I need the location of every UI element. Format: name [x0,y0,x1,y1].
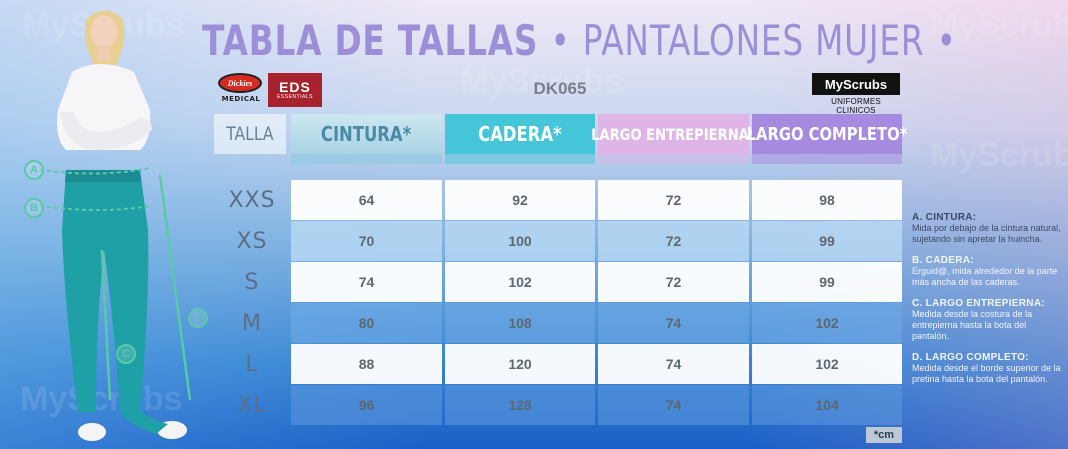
size-label: S [244,269,260,295]
size-label: XS [236,228,268,254]
cell-completo: 102 [752,303,902,343]
unit-label: *cm [866,427,902,443]
size-label: XL [237,392,267,418]
myscrubs-logo: MyScrubs UNIFORMES CLINICOS [812,73,900,115]
header-talla-label: TALLA [226,123,274,145]
watermark: MyScrubs [20,380,183,418]
header-underline [752,154,902,164]
cell-cadera: 108 [445,303,595,343]
title-separator: • [550,15,571,65]
header-entrepierna-label: LARGO ENTREPIERNA* [591,124,756,144]
marker-d: D [188,308,208,328]
cell-cintura: 96 [291,385,442,425]
header-entrepierna: LARGO ENTREPIERNA* [591,114,756,154]
header-cintura: CINTURA* [291,114,442,154]
note-completo: D. LARGO COMPLETO: Medida desde el borde… [912,352,1062,385]
table-row: XXS 64 92 72 98 [214,180,904,220]
dickies-name: Dickies [218,73,262,93]
note-entrepierna: C. LARGO ENTREPIERNA: Medida desde la co… [912,298,1062,342]
model-figure [39,10,192,441]
eds-name: EDS [279,79,311,95]
header-cadera-label: CADERA* [478,122,562,146]
header-talla: TALLA [214,114,286,154]
table-row: L 88 120 74 102 [214,344,904,384]
model-code: DK065 [533,79,587,98]
note-title: C. LARGO ENTREPIERNA: [912,298,1045,309]
marker-a: A [24,160,44,180]
eds-logo: EDS ESSENTIALS [268,73,322,107]
cell-cintura: 88 [291,344,442,384]
note-cintura: A. CINTURA: Mida por debajo de la cintur… [912,212,1062,245]
dickies-logo: Dickies MEDICAL [218,73,264,109]
cell-completo: 98 [752,180,902,220]
note-desc: Mida por debajo de la cintura natural, s… [912,223,1061,244]
dickies-sub: MEDICAL [221,95,261,103]
header-cintura-label: CINTURA* [321,122,412,146]
header-underline [598,154,749,164]
cell-completo: 102 [752,344,902,384]
note-title: B. CADERA: [912,255,974,266]
header-completo-label: LARGO COMPLETO* [746,123,908,145]
cell-cadera: 128 [445,385,595,425]
table-row: XS 70 100 72 99 [214,221,904,261]
title-main: TABLA DE TALLAS [202,15,539,65]
watermark: MyScrubs [460,62,623,100]
page-header: TABLA DE TALLAS • PANTALONES MUJER • [196,10,956,70]
title-end: • [936,15,957,65]
table-row: M 80 108 74 102 [214,303,904,343]
note-cadera: B. CADERA: Erguid@, mida alrededor de la… [912,255,1062,288]
note-title: D. LARGO COMPLETO: [912,352,1029,363]
header-completo: LARGO COMPLETO* [747,114,907,154]
cell-completo: 104 [752,385,902,425]
cell-cintura: 70 [291,221,442,261]
cell-cintura: 80 [291,303,442,343]
note-desc: Medida desde el borde superior de la pre… [912,363,1061,384]
note-title: A. CINTURA: [912,212,977,223]
header-underline [291,154,442,164]
cell-cadera: 92 [445,180,595,220]
cell-entrepierna: 72 [598,221,749,261]
cell-entrepierna: 74 [598,303,749,343]
cell-entrepierna: 74 [598,344,749,384]
size-label: M [242,310,262,336]
page-title: TABLA DE TALLAS • PANTALONES MUJER • [202,16,957,65]
header-cadera: CADERA* [445,114,595,154]
cell-cadera: 100 [445,221,595,261]
header-underline [445,154,595,164]
cell-cadera: 102 [445,262,595,302]
note-desc: Medida desde la costura de la entrepiern… [912,309,1033,341]
title-sub: PANTALONES MUJER [582,15,925,65]
table-row: XL 96 128 74 104 [214,385,904,425]
size-label: XXS [228,187,276,213]
cell-cadera: 120 [445,344,595,384]
watermark: MyScrubs [930,6,1068,44]
watermark: MyScrubs [930,136,1068,174]
myscrubs-tagline: UNIFORMES CLINICOS [831,97,881,115]
marker-b: B [24,198,44,218]
cell-entrepierna: 74 [598,385,749,425]
note-desc: Erguid@, mida alrededor de la parte más … [912,266,1058,287]
myscrubs-name: MyScrubs [824,76,888,92]
cell-cintura: 74 [291,262,442,302]
cell-cintura: 64 [291,180,442,220]
eds-sub: ESSENTIALS [277,94,313,100]
table-row: S 74 102 72 99 [214,262,904,302]
cell-entrepierna: 72 [598,262,749,302]
marker-c: C [116,344,136,364]
measurement-notes: A. CINTURA: Mida por debajo de la cintur… [912,212,1062,395]
cell-entrepierna: 72 [598,180,749,220]
cell-completo: 99 [752,262,902,302]
size-label: L [245,351,259,377]
cell-completo: 99 [752,221,902,261]
